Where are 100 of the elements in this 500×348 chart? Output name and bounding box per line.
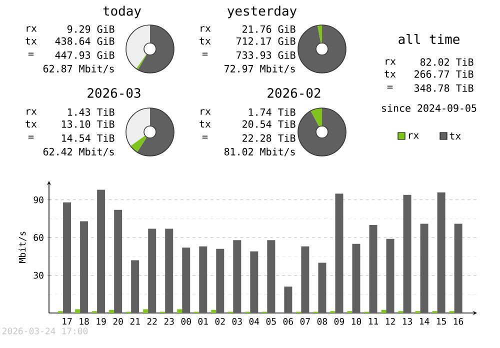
bar	[131, 260, 140, 314]
bar	[97, 190, 106, 314]
x-tick-label: 12	[386, 318, 395, 325]
text: 20.54 TiB	[242, 120, 296, 128]
y-tick-label: 90	[34, 196, 44, 204]
x-tick-label: 14	[420, 318, 430, 325]
x-tick-label: 10	[352, 318, 362, 325]
text: 733.93 GiB	[236, 51, 296, 59]
x-tick-label: 11	[368, 318, 378, 325]
bar	[75, 309, 80, 314]
text: all time	[398, 34, 460, 44]
text: 1.43 TiB	[68, 108, 114, 116]
text: 9.29 GiB	[67, 25, 114, 33]
x-tick-label: 07	[300, 318, 310, 325]
text: rx	[26, 109, 37, 115]
text: 62.42 Mbit/s	[43, 148, 114, 156]
x-tick-label: 22	[147, 318, 157, 325]
text: =	[202, 52, 208, 56]
text: 348.78 TiB	[414, 84, 474, 92]
bar	[165, 228, 174, 314]
x-tick-label: 23	[164, 318, 174, 325]
text: 21.76 GiB	[242, 25, 296, 33]
text: =	[387, 86, 393, 89]
y-tick-label: 30	[34, 272, 44, 279]
bar	[420, 224, 428, 314]
x-tick-label: 18	[80, 318, 89, 325]
text: tx	[26, 120, 37, 128]
bar	[386, 238, 394, 314]
x-tick-label: 15	[436, 318, 446, 325]
x-tick-label: 04	[249, 318, 260, 325]
text: tx	[384, 70, 396, 78]
text: =	[202, 136, 208, 139]
bar	[114, 210, 122, 314]
bar	[233, 240, 242, 314]
text: tx	[26, 38, 37, 44]
text: =	[28, 52, 34, 56]
text: rx	[200, 109, 211, 115]
x-tick-label: 05	[266, 318, 276, 325]
bar	[437, 192, 446, 314]
bar	[109, 310, 114, 314]
text: 62.87 Mbit/s	[43, 64, 114, 74]
text: 14.54 TiB	[62, 134, 114, 142]
bar	[454, 224, 462, 314]
bar	[335, 194, 344, 314]
bar	[284, 286, 292, 314]
bar	[182, 248, 190, 314]
x-tick-label: 20	[113, 318, 123, 325]
bar	[148, 228, 156, 314]
text: 1.74 TiB	[249, 108, 296, 116]
text: 2026-03-24 17:00	[2, 328, 88, 334]
bar	[177, 309, 182, 314]
x-tick-label: 02	[215, 318, 225, 325]
chart-title: 2026-03	[88, 88, 140, 98]
bar	[369, 225, 378, 314]
text: 81.02 Mbit/s	[224, 148, 295, 156]
x-tick-label: 06	[283, 318, 293, 325]
x-tick-label: 17	[62, 318, 72, 325]
text: tx	[200, 120, 211, 128]
bar	[216, 248, 224, 314]
x-tick-label: 21	[130, 318, 140, 325]
chart-title: today	[103, 6, 141, 18]
text: =	[28, 136, 34, 139]
text: rx	[386, 59, 396, 65]
bar	[250, 251, 258, 314]
x-tick-label: 03	[232, 318, 242, 325]
text: rx	[26, 26, 37, 32]
bar	[267, 240, 276, 314]
x-tick-label: 01	[198, 318, 208, 325]
bar	[143, 309, 148, 314]
bar	[211, 310, 216, 314]
y-tick-label: 60	[34, 234, 44, 241]
x-tick-label: 08	[317, 318, 328, 325]
legend-label: tx	[450, 132, 461, 140]
bar	[63, 202, 72, 314]
text: 266.77 TiB	[414, 70, 474, 78]
bar	[352, 244, 360, 314]
text: 438.64 GiB	[55, 37, 114, 45]
text: 72.97 Mbit/s	[224, 64, 295, 74]
x-tick-label: 09	[334, 318, 344, 325]
text: 447.93 GiB	[55, 51, 114, 59]
bar	[80, 221, 88, 314]
chart-title: yesterday	[228, 6, 297, 18]
chart-title: 2026-02	[268, 88, 320, 98]
text: rx	[200, 26, 211, 32]
text: 82.02 TiB	[420, 58, 474, 66]
bar	[199, 246, 208, 314]
text: 22.28 TiB	[242, 134, 296, 142]
x-tick-label: 19	[96, 318, 106, 325]
x-tick-label: 13	[402, 318, 412, 325]
y-axis-title: Mbit/s	[18, 232, 26, 263]
bar	[381, 310, 386, 314]
text: 712.17 GiB	[236, 37, 296, 45]
text: tx	[200, 38, 211, 44]
text: since 2024-09-05	[382, 104, 476, 112]
bar	[403, 194, 412, 314]
legend-label: rx	[408, 133, 419, 139]
x-tick-label: 00	[181, 318, 191, 325]
x-tick-label: 16	[454, 318, 464, 325]
text: 13.10 TiB	[62, 120, 114, 128]
bar	[318, 262, 326, 314]
